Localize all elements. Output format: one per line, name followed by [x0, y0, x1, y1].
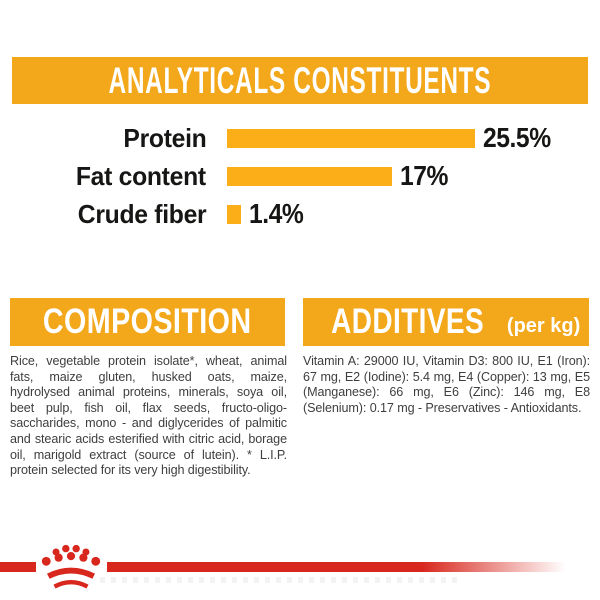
- analytical-constituents-chart: Protein 25.5% Fat content 17% Crude fibe…: [0, 119, 600, 233]
- additives-text: Vitamin A: 29000 IU, Vitamin D3: 800 IU,…: [303, 354, 590, 415]
- chart-bar-wrap: 17%: [227, 160, 455, 192]
- faint-watermark-row: [100, 577, 460, 583]
- additives-banner: ADDITIVES (per kg): [303, 298, 589, 346]
- royal-canin-crown-logo-icon: [41, 544, 101, 589]
- chart-value-protein: 25.5%: [483, 122, 551, 153]
- composition-text: Rice, vegetable protein isolate*, wheat,…: [10, 354, 287, 478]
- brand-stripe-right: [107, 562, 600, 572]
- chart-bar-wrap: 1.4%: [227, 198, 311, 230]
- composition-banner: COMPOSITION: [10, 298, 285, 346]
- chart-value-crude-fiber: 1.4%: [249, 198, 304, 229]
- chart-label-fat-content: Fat content: [76, 160, 206, 191]
- chart-bar-fat-content: [227, 166, 392, 186]
- brand-stripe-left: [0, 562, 36, 572]
- chart-row-fat-content: Fat content 17%: [0, 157, 600, 195]
- analyticals-constituents-banner: ANALYTICALS CONSTITUENTS: [12, 57, 588, 104]
- chart-row-protein: Protein 25.5%: [0, 119, 600, 157]
- composition-title: COMPOSITION: [43, 302, 252, 341]
- chart-bar-wrap: 25.5%: [227, 122, 560, 154]
- chart-bar-crude-fiber: [227, 204, 241, 224]
- chart-label-crude-fiber: Crude fiber: [77, 198, 206, 229]
- analyticals-constituents-title: ANALYTICALS CONSTITUENTS: [108, 59, 492, 101]
- chart-bar-protein: [227, 128, 475, 148]
- chart-row-crude-fiber: Crude fiber 1.4%: [0, 195, 600, 233]
- chart-value-fat-content: 17%: [400, 160, 449, 191]
- chart-label-protein: Protein: [122, 122, 206, 153]
- additives-unit: (per kg): [506, 314, 581, 337]
- additives-title: ADDITIVES: [330, 302, 484, 341]
